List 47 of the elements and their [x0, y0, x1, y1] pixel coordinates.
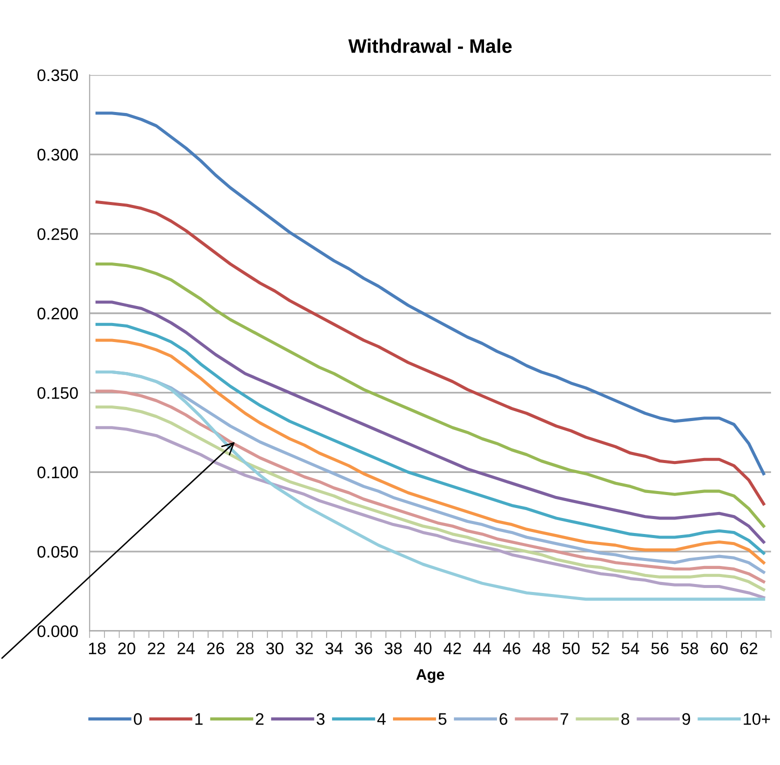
legend-label: 6: [500, 713, 508, 725]
x-tick-label: 60: [710, 642, 728, 654]
x-tick-label: 36: [355, 642, 372, 654]
y-tick-label: 0.150: [37, 387, 78, 399]
y-tick-label: 0.050: [37, 546, 78, 558]
x-tick-label: 48: [532, 642, 550, 654]
legend-label: 9: [682, 713, 690, 725]
legend-label: 4: [377, 713, 386, 725]
x-tick-label: 42: [444, 642, 461, 654]
y-tick-label: 0.250: [37, 228, 78, 240]
legend-label: 10+: [744, 713, 770, 725]
x-axis-title: Age: [416, 669, 444, 683]
legend-label: 7: [560, 713, 568, 725]
x-tick-label: 28: [236, 642, 254, 654]
line-series: [96, 200, 766, 506]
x-tick-label: 46: [502, 642, 520, 654]
x-tick-label: 20: [118, 642, 136, 654]
legend-label: 2: [256, 713, 264, 725]
y-tick-label: 0.000: [37, 625, 78, 638]
legend-label: 5: [438, 713, 446, 725]
legend-label: 0: [134, 713, 142, 725]
x-tick-label: 52: [592, 642, 610, 654]
x-tick-label: 18: [89, 642, 106, 654]
x-tick-label: 30: [266, 642, 284, 654]
y-tick-label: 0.300: [37, 148, 78, 161]
legend-label: 1: [195, 713, 203, 725]
x-tick-label: 38: [384, 642, 402, 654]
x-tick-label: 40: [414, 642, 432, 654]
y-tick-label: 0.200: [37, 308, 78, 320]
x-tick-label: 32: [296, 642, 313, 654]
x-tick-label: 26: [207, 642, 224, 654]
x-tick-label: 54: [622, 642, 640, 654]
x-tick-label: 62: [740, 642, 758, 654]
x-tick-label: 22: [148, 642, 165, 654]
x-tick-label: 24: [177, 642, 195, 654]
y-tick-label: 0.100: [37, 466, 78, 478]
x-tick-label: 58: [680, 642, 698, 654]
line-series: [96, 262, 766, 528]
line-series: [96, 112, 766, 476]
legend-label: 8: [621, 713, 630, 725]
x-tick-label: 34: [325, 642, 343, 654]
x-tick-label: 56: [651, 642, 668, 654]
chart-title: Withdrawal - Male: [348, 38, 512, 53]
y-tick-label: 0.350: [37, 69, 78, 82]
x-tick-label: 44: [473, 642, 491, 654]
legend-label: 3: [316, 713, 325, 725]
x-tick-label: 50: [562, 642, 580, 654]
